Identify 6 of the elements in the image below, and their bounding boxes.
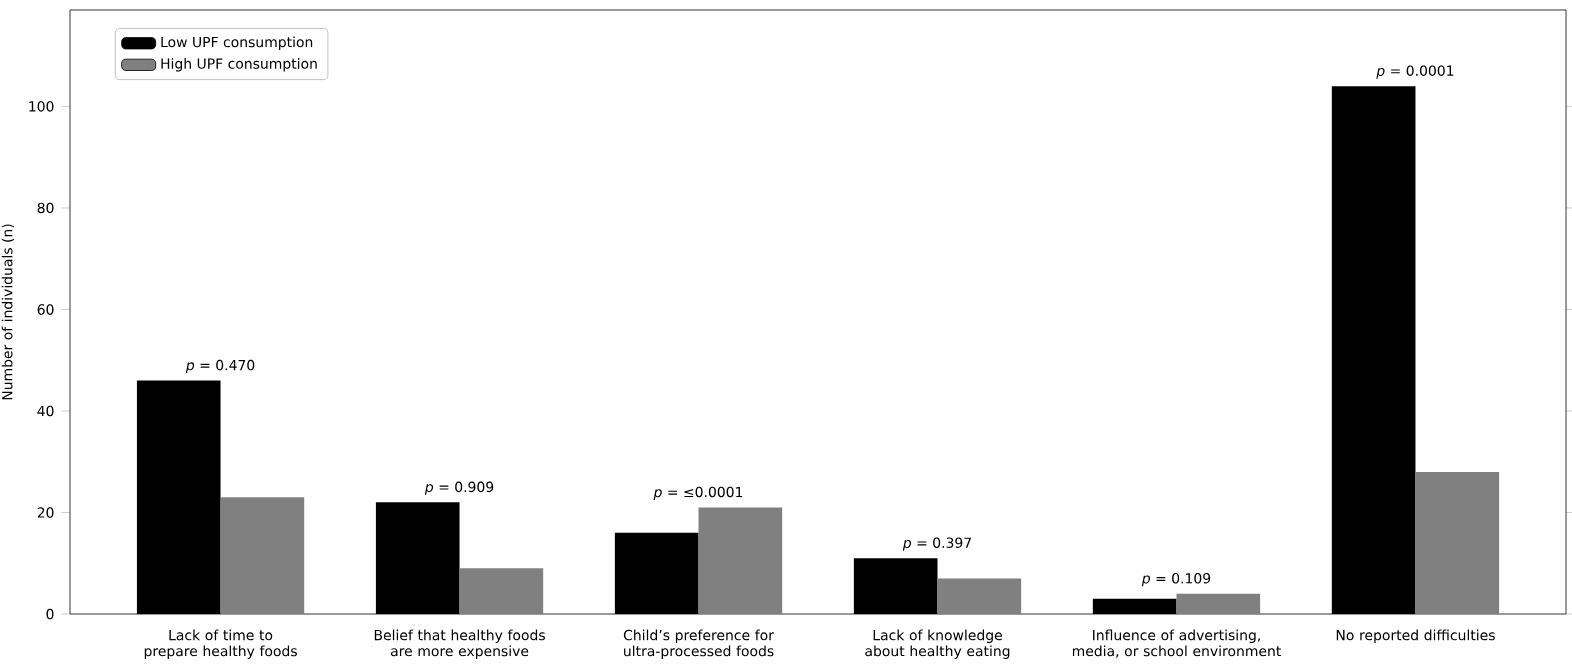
bar [220, 497, 305, 614]
bar [459, 568, 544, 614]
bar [937, 578, 1022, 614]
bar [1176, 593, 1261, 614]
bar [698, 507, 783, 614]
bar [1415, 471, 1500, 614]
